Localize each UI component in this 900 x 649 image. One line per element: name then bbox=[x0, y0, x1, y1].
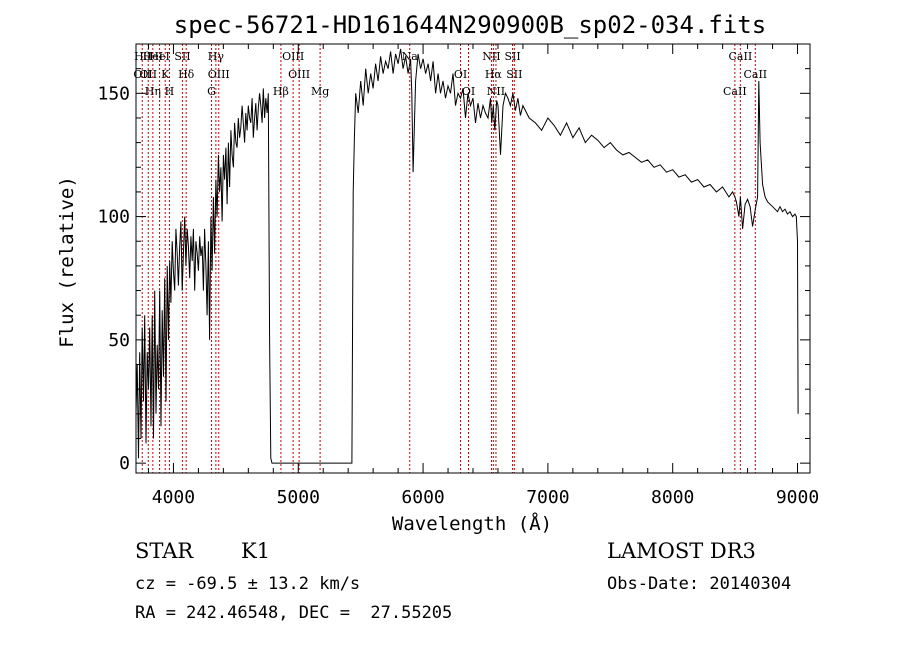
line-label: NII bbox=[482, 50, 500, 63]
line-label: OII bbox=[133, 68, 151, 81]
line-label: Mg bbox=[311, 85, 329, 98]
plot-frame bbox=[135, 43, 811, 474]
line-label: SII bbox=[504, 50, 520, 63]
redshift-value: cz = -69.5 ± 13.2 km/s bbox=[135, 574, 361, 594]
y-tick-label: 100 bbox=[97, 207, 130, 228]
y-tick-label: 0 bbox=[119, 453, 130, 474]
x-axis-ticks: 4000 5000 6000 7000 8000 9000 bbox=[147, 44, 819, 508]
line-label: Hη bbox=[145, 85, 161, 98]
chart-title: spec-56721-HD161644N290900B_sp02-034.fit… bbox=[174, 11, 766, 39]
line-label: CaII bbox=[729, 50, 753, 63]
line-label: OI bbox=[454, 68, 467, 81]
line-label: HeI bbox=[149, 50, 169, 63]
line-label: Hδ bbox=[178, 68, 195, 81]
line-label: HeI bbox=[143, 50, 163, 63]
line-label: K bbox=[161, 68, 170, 81]
x-tick-label: 5000 bbox=[277, 487, 320, 508]
line-label: OIII bbox=[288, 68, 310, 81]
line-label: Hγ bbox=[208, 50, 225, 63]
line-label: NII bbox=[487, 85, 505, 98]
line-label: Hα bbox=[485, 68, 503, 81]
line-label: H bbox=[165, 85, 175, 98]
object-subclass: K1 bbox=[241, 539, 271, 563]
x-tick-label: 6000 bbox=[401, 487, 444, 508]
survey-name: LAMOST DR3 bbox=[607, 539, 756, 563]
object-class: STAR bbox=[135, 539, 194, 563]
x-tick-label: 4000 bbox=[152, 487, 195, 508]
spectral-line-markers bbox=[141, 44, 756, 473]
line-label: OIII bbox=[208, 68, 230, 81]
x-axis-label: Wavelength (Å) bbox=[392, 512, 552, 535]
sky-coordinates: RA = 242.46548, DEC = 27.55205 bbox=[135, 603, 453, 623]
line-label: OIII bbox=[282, 50, 304, 63]
y-tick-label: 150 bbox=[97, 83, 130, 104]
spectrum-line bbox=[135, 48, 799, 464]
line-label: OI bbox=[462, 85, 475, 98]
x-tick-label: 8000 bbox=[651, 487, 694, 508]
spectrum-chart: spec-56721-HD161644N290900B_sp02-034.fit… bbox=[56, 11, 819, 535]
line-label: CaII bbox=[743, 68, 767, 81]
observation-date: Obs-Date: 20140304 bbox=[607, 574, 792, 594]
line-label: CaII bbox=[723, 85, 747, 98]
line-label: OII bbox=[139, 68, 157, 81]
line-label: G bbox=[207, 85, 216, 98]
line-label: SII bbox=[174, 50, 190, 63]
x-tick-label: 9000 bbox=[776, 487, 819, 508]
y-axis-label: Flux (relative) bbox=[56, 176, 78, 348]
y-tick-label: 50 bbox=[108, 330, 130, 351]
line-label: Hθ bbox=[134, 50, 151, 63]
y-axis-ticks: 0 50 100 150 bbox=[97, 68, 810, 474]
line-label: SII bbox=[506, 68, 522, 81]
line-label: Hβ bbox=[273, 85, 289, 98]
x-tick-label: 7000 bbox=[526, 487, 569, 508]
